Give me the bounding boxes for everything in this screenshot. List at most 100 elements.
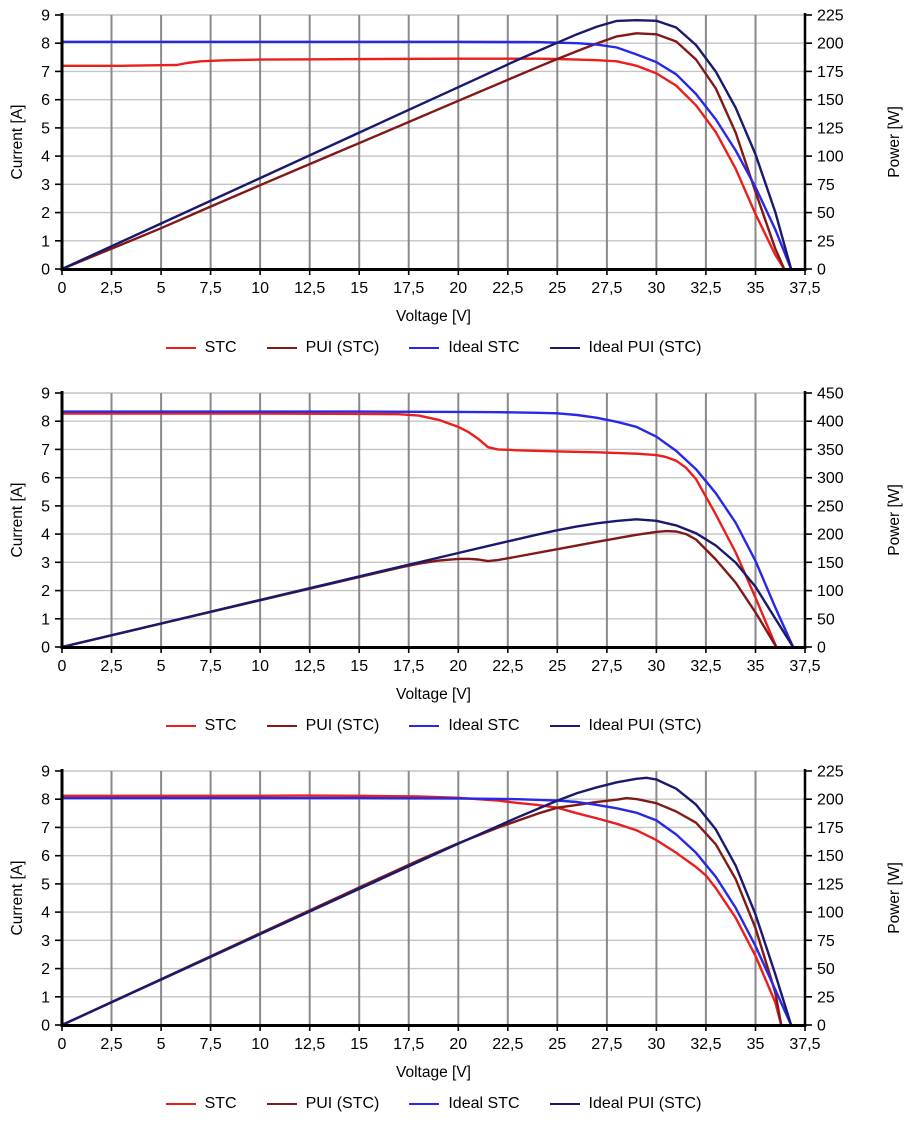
svg-text:300: 300 <box>817 470 844 487</box>
svg-text:7: 7 <box>41 64 50 81</box>
svg-text:30: 30 <box>648 658 666 675</box>
svg-text:450: 450 <box>817 386 844 403</box>
svg-text:5: 5 <box>41 120 50 137</box>
svg-text:5: 5 <box>157 1036 166 1053</box>
svg-text:150: 150 <box>817 92 844 109</box>
legend-line-swatch <box>266 725 297 727</box>
legend-item-ideal-pui-stc: Ideal PUI (STC) <box>549 338 701 358</box>
svg-text:2,5: 2,5 <box>100 658 122 675</box>
series-ideal-pui-stc <box>60 19 793 271</box>
legend-label: STC <box>204 717 237 734</box>
chart-3-plot: 0 1 2 3 4 5 6 7 8 9 0 25 50 75 100 125 150 175 200 225 0 2,5 5… <box>9 764 903 1082</box>
svg-text:4: 4 <box>41 905 50 922</box>
svg-text:1: 1 <box>41 989 50 1006</box>
svg-text:225: 225 <box>817 764 844 781</box>
x-axis-title: Voltage [V] <box>396 686 471 703</box>
svg-text:20: 20 <box>449 280 467 297</box>
legend-item-stc: STC <box>165 1094 237 1114</box>
horizontal-gridlines <box>62 392 805 620</box>
svg-text:100: 100 <box>817 149 844 166</box>
svg-text:3: 3 <box>41 555 50 572</box>
svg-text:125: 125 <box>817 876 844 893</box>
svg-text:32,5: 32,5 <box>690 280 721 297</box>
vertical-gridlines <box>110 771 757 1025</box>
svg-text:9: 9 <box>41 386 50 403</box>
legend-line-swatch <box>409 1103 440 1105</box>
legend-line-swatch <box>165 347 196 349</box>
legend-label: Ideal STC <box>448 717 520 734</box>
legend-line-swatch <box>549 347 580 349</box>
svg-text:0: 0 <box>41 640 50 657</box>
legend-item-ideal-stc: Ideal STC <box>409 1094 520 1114</box>
svg-text:35: 35 <box>747 1036 765 1053</box>
chart-1-plot: 0 1 2 3 4 5 6 7 8 9 0 25 50 75 100 125 150 175 200 225 0 2,5 5… <box>9 8 903 326</box>
legend-item-ideal-stc: Ideal STC <box>409 716 520 736</box>
svg-text:8: 8 <box>41 792 50 809</box>
series-ideal-pui-stc <box>60 518 795 649</box>
svg-text:25: 25 <box>548 1036 566 1053</box>
svg-text:50: 50 <box>817 961 835 978</box>
svg-text:6: 6 <box>41 470 50 487</box>
legend-line-swatch <box>549 725 580 727</box>
svg-text:1: 1 <box>41 233 50 250</box>
legend-label: PUI (STC) <box>305 339 380 356</box>
svg-text:37,5: 37,5 <box>789 1036 820 1053</box>
chart-3-legend: STC PUI (STC) Ideal STC Ideal PUI (STC) <box>62 1094 805 1114</box>
vertical-gridlines <box>110 15 757 269</box>
svg-text:5: 5 <box>157 658 166 675</box>
legend-item-ideal-pui-stc: Ideal PUI (STC) <box>549 716 702 736</box>
svg-text:125: 125 <box>817 120 844 137</box>
svg-text:37,5: 37,5 <box>789 658 820 675</box>
left-axis-title: Current [A] <box>9 483 26 558</box>
svg-text:15: 15 <box>350 658 368 675</box>
legend-label: PUI (STC) <box>305 717 380 734</box>
legend-label: Ideal PUI (STC) <box>588 717 702 734</box>
svg-text:0: 0 <box>41 262 50 279</box>
svg-text:100: 100 <box>817 583 844 600</box>
axes <box>60 769 807 1027</box>
svg-text:50: 50 <box>817 205 835 222</box>
svg-text:37,5: 37,5 <box>789 280 820 297</box>
svg-text:0: 0 <box>58 1036 67 1053</box>
svg-text:1: 1 <box>41 611 50 628</box>
svg-text:12,5: 12,5 <box>294 658 325 675</box>
svg-text:35: 35 <box>747 280 765 297</box>
series-ideal-pui-stc <box>60 776 793 1027</box>
left-axis-tick-labels: 0 1 2 3 4 5 6 7 8 9 <box>41 764 50 1035</box>
legend-label: STC <box>204 1095 237 1112</box>
legend-item-ideal-pui-stc: Ideal PUI (STC) <box>549 1094 701 1114</box>
svg-text:50: 50 <box>817 611 835 628</box>
svg-text:5: 5 <box>157 280 166 297</box>
series-pui-stc <box>60 796 783 1027</box>
right-axis-tick-labels: 0 25 50 75 100 125 150 175 200 225 <box>817 764 844 1035</box>
iv-power-chart-2: 0 1 2 3 4 5 6 7 8 9 0 50 100 150 200 250 300 350 400 450 0 2,… <box>0 378 921 736</box>
svg-text:10: 10 <box>251 280 269 297</box>
svg-text:0: 0 <box>41 1018 50 1035</box>
left-axis-tick-labels: 0 1 2 3 4 5 6 7 8 9 <box>41 386 50 657</box>
svg-text:27,5: 27,5 <box>591 658 622 675</box>
legend-label: Ideal STC <box>448 339 520 356</box>
svg-text:15: 15 <box>350 1036 368 1053</box>
x-axis-title: Voltage [V] <box>396 308 471 325</box>
legend-line-swatch <box>409 347 440 349</box>
svg-text:200: 200 <box>817 36 844 53</box>
tick-marks <box>55 770 812 1031</box>
legend-item-stc: STC <box>165 338 237 358</box>
svg-text:9: 9 <box>41 8 50 25</box>
svg-text:7: 7 <box>41 820 50 837</box>
svg-text:200: 200 <box>817 792 844 809</box>
right-axis-tick-labels: 0 25 50 75 100 125 150 175 200 225 <box>817 8 844 279</box>
svg-text:12,5: 12,5 <box>294 280 325 297</box>
svg-text:150: 150 <box>817 555 844 572</box>
legend-line-swatch <box>266 1103 297 1105</box>
axes <box>60 13 807 271</box>
svg-text:5: 5 <box>41 876 50 893</box>
iv-power-chart-3: 0 1 2 3 4 5 6 7 8 9 0 25 50 75 100 125 150 175 200 225 0 2,5 5… <box>0 756 921 1114</box>
legend-line-swatch <box>409 725 440 727</box>
right-axis-title: Power [W] <box>886 862 903 933</box>
left-axis-title: Current [A] <box>9 105 26 180</box>
svg-text:350: 350 <box>817 442 844 459</box>
legend-item-pui-stc: PUI (STC) <box>266 1094 379 1114</box>
svg-text:35: 35 <box>747 658 765 675</box>
legend-line-swatch <box>165 725 196 727</box>
